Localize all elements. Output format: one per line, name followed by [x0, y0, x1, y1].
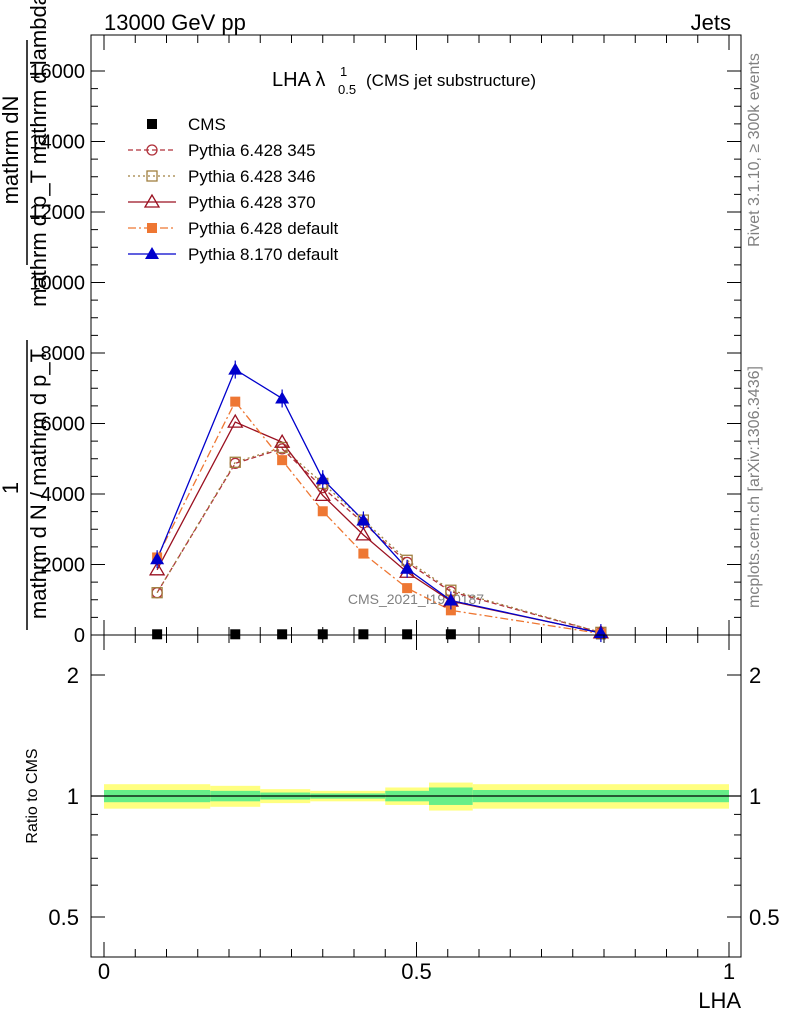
legend-label: Pythia 6.428 370: [188, 193, 316, 212]
series-4-point: [402, 583, 413, 594]
series-0-point: [358, 629, 369, 640]
series-0-point: [152, 629, 163, 640]
legend-label: Pythia 6.428 default: [188, 219, 339, 238]
y-label-normalisation: mathrm d N / mathrm d p_T: [26, 349, 51, 619]
plot-title-note: (CMS jet substructure): [366, 71, 536, 90]
legend-marker: [147, 223, 157, 233]
series-3-point: [227, 413, 244, 428]
main-y-tick-label: 6000: [41, 414, 86, 436]
main-y-tick-labels: 0 2000 4000 6000 8000 10000 12000 14000 16000: [29, 61, 85, 647]
series-0-point: [445, 629, 456, 640]
ratio-panel: 0.5 0.5 1 1 2 2 0 0.5 1 Ratio to CMS LHA: [24, 634, 780, 1013]
x-tick-label: 0: [98, 959, 110, 984]
series-4-point: [277, 455, 288, 466]
legend-label: Pythia 6.428 346: [188, 167, 316, 186]
series-4-point: [445, 605, 456, 616]
y-label-denominator: mathrm d p_T mathrm d lambda: [26, 0, 51, 307]
y-label-numerator: mathrm dN: [0, 96, 23, 205]
main-y-tick-label: 10000: [29, 273, 85, 295]
legend: CMS Pythia 6.428 345 Pythia 6.428 346 Pythi…: [128, 115, 339, 264]
legend-marker: [146, 144, 158, 156]
main-y-tick-label: 0: [74, 625, 85, 647]
main-series-markers: [148, 360, 610, 643]
series-3-point: [273, 433, 291, 448]
ratio-y-tick-label: 1: [67, 784, 79, 809]
rivet-version-label: Rivet 3.1.10, ≥ 300k events: [746, 53, 763, 247]
series-line-5: [156, 368, 602, 634]
main-y-tick-label: 14000: [29, 132, 85, 154]
x-axis-label: LHA: [698, 988, 741, 1013]
main-y-tick-label: 16000: [29, 61, 85, 83]
series-4-point: [230, 396, 241, 407]
series-line-1: [156, 448, 602, 634]
series-2-point: [229, 456, 241, 468]
plot-title-superscript: 1: [340, 64, 347, 79]
main-y-tick-label: 4000: [41, 484, 86, 506]
series-line-2: [156, 446, 602, 633]
series-4-point: [358, 548, 369, 559]
series-0-point: [317, 629, 328, 640]
series-3-point: [314, 487, 331, 502]
series-line-3: [156, 421, 602, 634]
main-y-tick-label: 12000: [29, 202, 85, 224]
series-3-point: [355, 526, 372, 541]
main-panel: CMS_2021_I1920187 0200040006000800010000…: [0, 0, 742, 647]
main-y-ticks: [91, 70, 741, 636]
mcplots-reference-label: mcplots.cern.ch [arXiv:1306.3436]: [746, 366, 763, 608]
ratio-y-ticks: [91, 674, 741, 918]
ratio-y-axis-label: Ratio to CMS: [24, 748, 41, 843]
legend-marker: [146, 170, 158, 182]
plot-title-subscript: 0.5: [338, 82, 356, 97]
x-tick-label: 0.5: [401, 959, 432, 984]
series-0-point: [230, 629, 241, 640]
legend-marker: [145, 247, 159, 259]
header-collision-label: 13000 GeV pp: [104, 10, 246, 35]
series-0-point: [402, 629, 413, 640]
ratio-tick-labels: 0.5 0.5 1 1 2 2 0 0.5 1: [48, 663, 779, 984]
main-y-tick-label: 2000: [41, 555, 86, 577]
main-y-axis-label: mathrm dN mathrm d p_T mathrm d lambda 1…: [0, 0, 51, 630]
series-2-point: [151, 587, 163, 599]
plot-title-main: LHA λ: [272, 69, 325, 91]
ratio-y-tick-label-right: 0.5: [749, 905, 780, 930]
y-label-prefix: 1: [0, 482, 23, 494]
series-4-point: [317, 506, 328, 517]
ratio-y-tick-label: 0.5: [48, 905, 79, 930]
legend-marker: [143, 193, 161, 208]
ratio-y-tick-label-right: 1: [749, 784, 761, 809]
plot-title: LHA λ 1 0.5 (CMS jet substructure): [272, 64, 536, 97]
header-category-label: Jets: [691, 10, 731, 35]
x-tick-label: 1: [723, 959, 735, 984]
ratio-y-tick-label-right: 2: [749, 663, 761, 688]
ratio-y-tick-label: 2: [67, 663, 79, 688]
legend-label: CMS: [188, 115, 226, 134]
ratio-x-ticks: [103, 635, 730, 957]
series-3-point: [148, 561, 166, 576]
legend-label: Pythia 8.170 default: [188, 245, 339, 264]
legend-label: Pythia 6.428 345: [188, 141, 316, 160]
legend-marker: [147, 119, 157, 129]
main-y-tick-label: 8000: [41, 343, 86, 365]
series-0-point: [277, 629, 288, 640]
